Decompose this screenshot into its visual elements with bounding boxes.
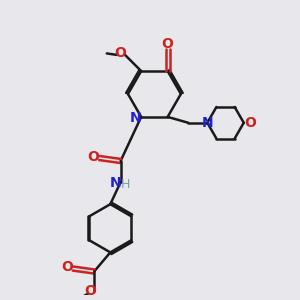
Text: O: O: [85, 284, 97, 298]
Text: O: O: [88, 150, 100, 164]
Text: H: H: [121, 178, 130, 191]
Text: N: N: [130, 111, 142, 125]
Text: N: N: [202, 116, 213, 130]
Text: O: O: [61, 260, 73, 274]
Text: O: O: [114, 46, 126, 60]
Text: N: N: [110, 176, 121, 190]
Text: O: O: [162, 37, 174, 51]
Text: O: O: [244, 116, 256, 130]
